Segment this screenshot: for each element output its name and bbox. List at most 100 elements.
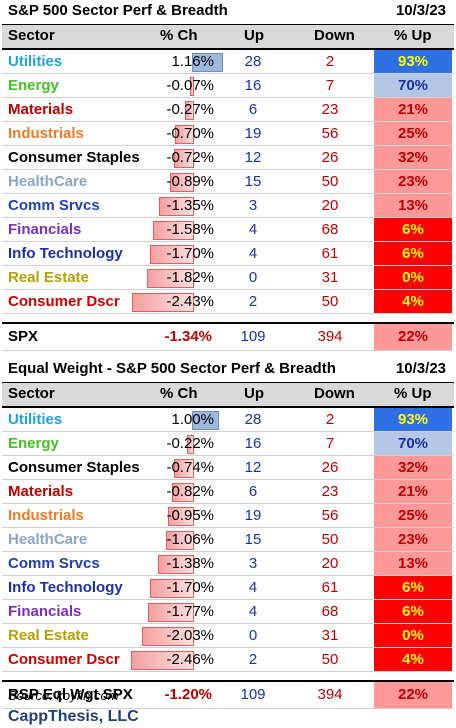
down-count: 31	[321, 269, 339, 286]
total-row: RSP Eql Wgt SPX -1.20% 109 394 22%	[2, 680, 454, 709]
total-row: SPX -1.34% 109 394 22%	[2, 322, 454, 351]
sector-name: Consumer Dscr	[8, 293, 120, 310]
sector-name: Materials	[8, 101, 74, 118]
up-count: 0	[248, 627, 258, 644]
pct-change-bar	[146, 269, 194, 288]
pct-up-value: 13%	[374, 194, 452, 217]
sector-name: Financials	[8, 603, 82, 620]
pct-up-value: 32%	[374, 456, 452, 479]
pct-change-cell: -0.74%	[130, 456, 216, 479]
pct-change-cell: -0.27%	[130, 98, 216, 121]
down-count: 56	[321, 125, 339, 142]
up-count: 19	[244, 507, 262, 524]
total-down-count: 394	[317, 686, 343, 703]
header-down: Down	[314, 385, 355, 402]
table-row: Materials -0.82% 6 23 21%	[2, 480, 454, 504]
up-count: 6	[248, 483, 258, 500]
brand-name: CappThesis, LLC	[8, 708, 139, 725]
up-count: 12	[244, 459, 262, 476]
pct-change-cell: -0.72%	[130, 146, 216, 169]
total-label: RSP Eql Wgt SPX	[8, 686, 133, 703]
pct-up-value: 4%	[374, 648, 452, 671]
table-row: Comm Srvcs -1.35% 3 20 13%	[2, 194, 454, 218]
pct-change-value: -0.22%	[166, 435, 214, 452]
pct-up-value: 70%	[374, 74, 452, 97]
down-count: 26	[321, 459, 339, 476]
pct-change-bar	[192, 53, 223, 72]
down-count: 68	[321, 221, 339, 238]
up-count: 2	[248, 651, 258, 668]
total-pct-change: -1.34%	[164, 328, 212, 345]
pct-change-cell: -1.82%	[130, 266, 216, 289]
pct-up-value: 32%	[374, 146, 452, 169]
pct-change-bar	[190, 77, 194, 96]
pct-change-value: -1.58%	[166, 221, 214, 238]
sector-name: Industrials	[8, 507, 84, 524]
pct-change-value: -0.74%	[166, 459, 214, 476]
pct-up-value: 93%	[374, 408, 452, 431]
source-note: Source: koyfin.com	[8, 688, 119, 703]
up-count: 4	[248, 221, 258, 238]
pct-change-cell: -2.43%	[130, 290, 216, 313]
table-rows: Utilities 1.16% 28 2 93% Energy -0.07% 16 7 70% Ma…	[2, 50, 454, 314]
table-row: Industrials -0.95% 19 56 25%	[2, 504, 454, 528]
table-title-row: S&P 500 Sector Perf & Breadth 10/3/23	[2, 0, 454, 24]
total-label: SPX	[8, 328, 39, 345]
pct-change-bar	[158, 197, 194, 216]
pct-change-value: -0.89%	[166, 173, 214, 190]
table-row: HealthCare -1.06% 15 50 23%	[2, 528, 454, 552]
table-row: Industrials -0.70% 19 56 25%	[2, 122, 454, 146]
pct-change-value: 1.16%	[171, 53, 214, 70]
pct-change-cell: -1.06%	[130, 528, 216, 551]
down-count: 20	[321, 197, 339, 214]
sector-name: Real Estate	[8, 627, 89, 644]
pct-change-bar	[186, 435, 194, 454]
down-count: 31	[321, 627, 339, 644]
pct-change-bar	[173, 459, 194, 478]
pct-change-bar	[149, 245, 194, 264]
header-pch: % Ch	[160, 27, 198, 44]
sector-name: Comm Srvcs	[8, 197, 100, 214]
down-count: 50	[321, 651, 339, 668]
table-row: Materials -0.27% 6 23 21%	[2, 98, 454, 122]
pct-change-cell: -0.95%	[130, 504, 216, 527]
up-count: 16	[244, 77, 262, 94]
table-row: Consumer Staples -0.72% 12 26 32%	[2, 146, 454, 170]
header-pch: % Ch	[160, 385, 198, 402]
table-row: Utilities 1.00% 28 2 93%	[2, 408, 454, 432]
pct-change-cell: 1.00%	[130, 408, 219, 431]
down-count: 7	[325, 77, 335, 94]
up-count: 19	[244, 125, 262, 142]
table-row: Info Technology -1.70% 4 61 6%	[2, 242, 454, 266]
header-pct-up: % Up	[394, 27, 432, 44]
pct-up-value: 21%	[374, 480, 452, 503]
table-title: S&P 500 Sector Perf & Breadth	[8, 2, 228, 19]
pct-change-cell: -0.07%	[130, 74, 216, 97]
sector-name: Utilities	[8, 53, 63, 70]
header-sector: Sector	[8, 27, 55, 44]
table-row: HealthCare -0.89% 15 50 23%	[2, 170, 454, 194]
table-row: Comm Srvcs -1.38% 3 20 13%	[2, 552, 454, 576]
sector-breadth-table: S&P 500 Sector Perf & Breadth 10/3/23 Se…	[2, 0, 454, 351]
up-count: 3	[248, 197, 258, 214]
pct-change-bar	[185, 101, 194, 120]
sector-name: Utilities	[8, 411, 63, 428]
down-count: 50	[321, 531, 339, 548]
pct-change-cell: -0.89%	[130, 170, 216, 193]
pct-change-bar	[169, 173, 194, 192]
sector-name: Energy	[8, 77, 59, 94]
sector-name: HealthCare	[8, 173, 88, 190]
pct-change-cell: -1.70%	[130, 576, 216, 599]
table-header: Sector % Ch Up Down % Up	[2, 24, 454, 50]
total-pct-up: 22%	[374, 682, 452, 708]
table-row: Financials -1.58% 4 68 6%	[2, 218, 454, 242]
pct-change-value: -0.72%	[166, 149, 214, 166]
sector-name: Info Technology	[8, 579, 123, 596]
down-count: 26	[321, 149, 339, 166]
pct-change-bar	[171, 483, 194, 502]
up-count: 4	[248, 579, 258, 596]
down-count: 61	[321, 579, 339, 596]
up-count: 28	[244, 411, 262, 428]
table-row: Info Technology -1.70% 4 61 6%	[2, 576, 454, 600]
pct-change-bar	[174, 149, 194, 168]
